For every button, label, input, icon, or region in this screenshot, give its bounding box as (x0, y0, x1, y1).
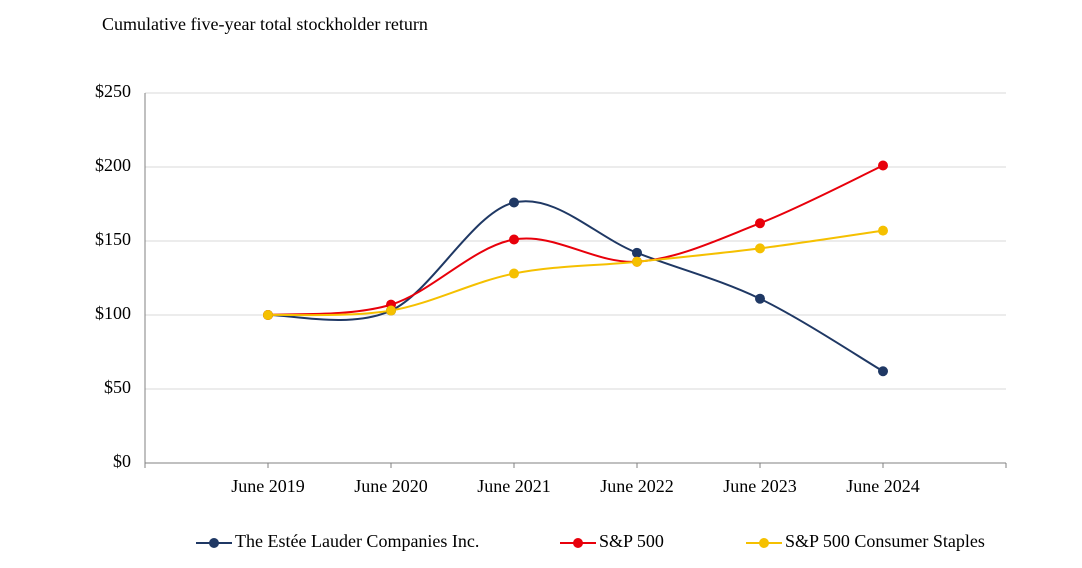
y-tick-label: $200 (95, 155, 131, 175)
series-line (267, 164, 884, 316)
y-tick-label: $250 (95, 81, 131, 101)
data-point (509, 234, 519, 245)
legend-marker (759, 538, 769, 548)
data-point (263, 310, 273, 320)
series-line (267, 229, 884, 317)
data-point (509, 197, 519, 208)
data-point (386, 305, 396, 316)
y-tick-label: $100 (95, 303, 131, 323)
data-point (755, 243, 765, 254)
legend-marker (573, 538, 583, 548)
data-point (755, 218, 765, 229)
x-tick-label: June 2023 (723, 476, 797, 496)
x-tick-label: June 2021 (477, 476, 551, 496)
y-tick-label: $150 (95, 229, 131, 249)
series-line (267, 200, 884, 373)
data-point (632, 256, 642, 267)
y-tick-label: $50 (104, 377, 131, 397)
legend-marker (209, 538, 219, 548)
legend-label: S&P 500 (599, 531, 664, 551)
legend-label: S&P 500 Consumer Staples (785, 531, 985, 551)
x-tick-label: June 2022 (600, 476, 674, 496)
data-point (509, 268, 519, 279)
legend-label: The Estée Lauder Companies Inc. (235, 531, 479, 551)
data-point (878, 160, 888, 171)
y-tick-label: $0 (113, 451, 131, 471)
x-tick-label: June 2024 (846, 476, 920, 496)
data-point (878, 366, 888, 377)
data-point (878, 225, 888, 236)
data-point (755, 293, 765, 304)
chart-title: Cumulative five-year total stockholder r… (102, 14, 428, 34)
x-tick-label: June 2020 (354, 476, 428, 496)
data-point (632, 247, 642, 258)
x-tick-label: June 2019 (231, 476, 305, 496)
